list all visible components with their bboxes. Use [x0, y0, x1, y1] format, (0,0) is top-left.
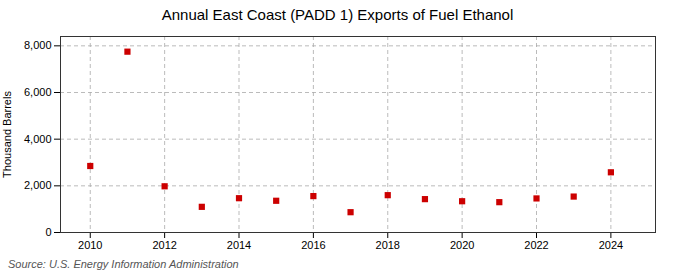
svg-text:2012: 2012 — [152, 239, 176, 251]
svg-text:2022: 2022 — [524, 239, 548, 251]
svg-text:2018: 2018 — [376, 239, 400, 251]
svg-text:6,000: 6,000 — [24, 86, 52, 98]
svg-text:2020: 2020 — [450, 239, 474, 251]
svg-text:2014: 2014 — [227, 239, 251, 251]
svg-text:Thousand Barrels: Thousand Barrels — [1, 91, 13, 178]
svg-text:2016: 2016 — [301, 239, 325, 251]
svg-text:8,000: 8,000 — [24, 39, 52, 51]
svg-text:4,000: 4,000 — [24, 133, 52, 145]
svg-text:2010: 2010 — [78, 239, 102, 251]
html-text:Source: U.S. Energy Informatio: Source: U.S. Energy Information Administ… — [8, 258, 239, 270]
svg-text:0: 0 — [45, 226, 51, 238]
svg-text:2024: 2024 — [599, 239, 623, 251]
svg-text:2,000: 2,000 — [24, 179, 52, 191]
html-text:Annual East Coast (PADD 1) Exp: Annual East Coast (PADD 1) Exports of Fu… — [161, 6, 514, 23]
